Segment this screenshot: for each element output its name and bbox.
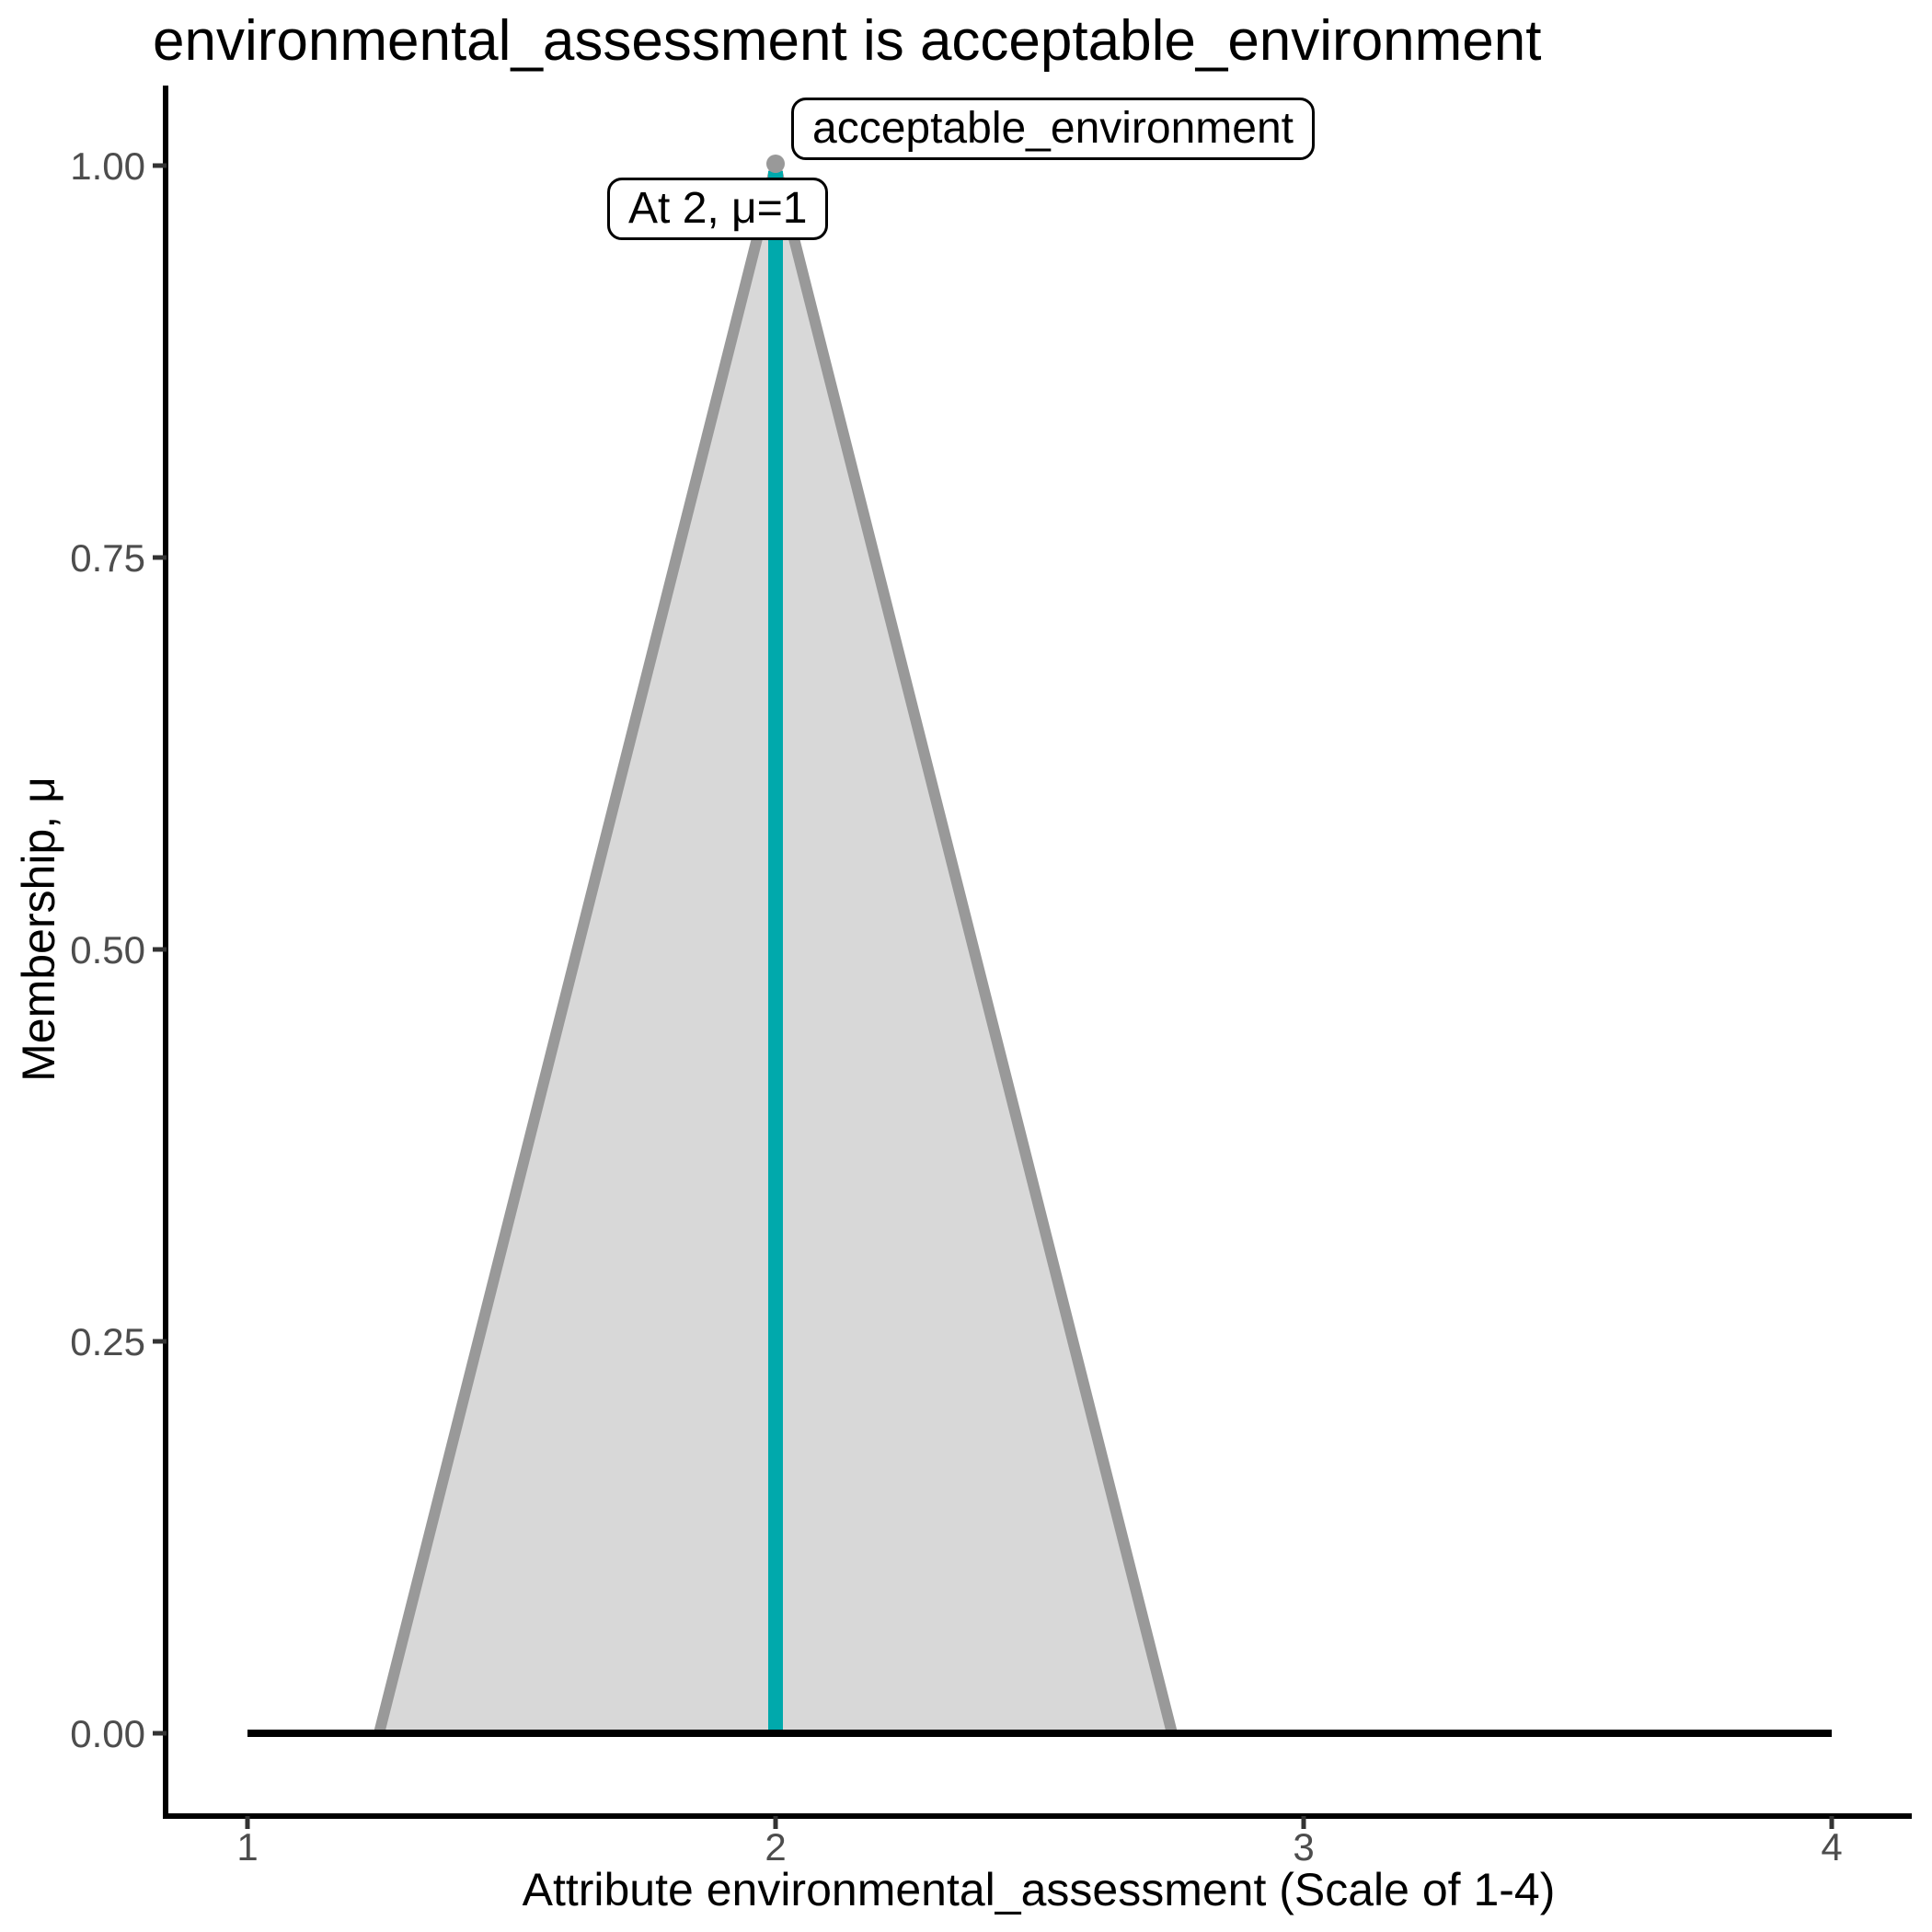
y-tick-label: 0.25 [70, 1320, 145, 1363]
y-tick-label: 0.00 [70, 1712, 145, 1755]
x-tick-label: 2 [765, 1825, 787, 1869]
point-annotation-box: At 2, μ=1 [607, 178, 829, 240]
y-tick-label: 1.00 [70, 144, 145, 188]
y-axis-title: Membership, μ [13, 776, 64, 1082]
x-tick-label: 3 [1293, 1825, 1315, 1869]
y-tick-label: 0.50 [70, 928, 145, 972]
x-axis-title: Attribute environmental_assessment (Scal… [522, 1864, 1556, 1915]
set-annotation-box: acceptable_environment [791, 98, 1316, 160]
y-tick-label: 0.75 [70, 536, 145, 580]
x-tick-label: 4 [1821, 1825, 1843, 1869]
apex-point [766, 155, 785, 173]
x-tick-label: 1 [236, 1825, 259, 1869]
plot-title: environmental_assessment is acceptable_e… [153, 9, 1542, 73]
